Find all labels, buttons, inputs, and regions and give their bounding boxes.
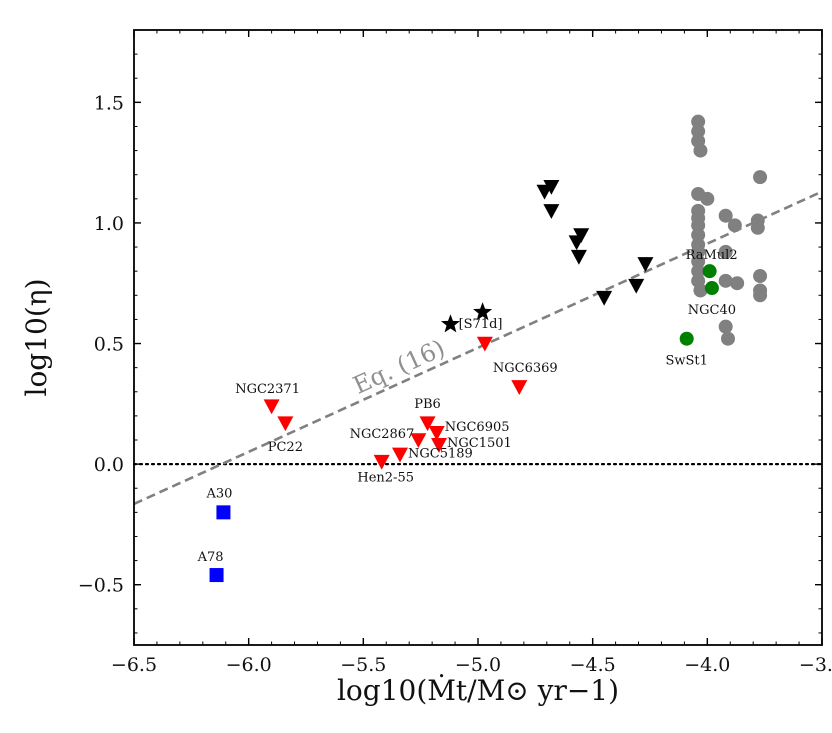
x-tick-label: −6.5 (111, 654, 157, 676)
point-label: Hen2-55 (357, 471, 414, 486)
data-point-triangle (637, 257, 654, 272)
x-tick-label: −6.0 (226, 654, 272, 676)
data-point-circle (691, 114, 706, 129)
data-point-circle (753, 269, 768, 283)
point-label: NGC5189 (408, 446, 473, 461)
point-label: NGC1501 (447, 436, 512, 451)
data-point-circle (718, 319, 733, 334)
data-point-triangle (263, 399, 280, 415)
data-point-circle (750, 220, 765, 235)
data-point-triangle (543, 179, 560, 195)
data-point-triangle (428, 425, 445, 441)
data-point-circle (679, 331, 694, 346)
data-point-triangle (543, 204, 560, 219)
point-label: RaMul2 (686, 248, 738, 263)
data-point-circle (730, 276, 745, 291)
point-labels: Eq. (16)NGC2371PC22NGC6369PB6NGC6905NGC2… (197, 248, 738, 565)
y-tick-label: 0.5 (94, 334, 124, 356)
point-label: NGC40 (688, 303, 736, 318)
data-point-triangle (573, 228, 590, 243)
y-tick-label: 0.0 (94, 454, 124, 476)
data-point-circle (704, 281, 719, 296)
data-point-triangle (570, 249, 587, 265)
data-point-triangle (476, 336, 493, 352)
point-label: SwSt1 (665, 354, 707, 369)
point-label: A78 (197, 550, 224, 565)
x-axis-title: log10(Ṁt/M⊙ yr−1) (337, 674, 619, 707)
data-point-circle (691, 228, 706, 242)
point-label: NGC2371 (235, 382, 300, 397)
data-point-triangle (511, 380, 528, 395)
data-marks (209, 114, 768, 583)
data-point-triangle (410, 433, 427, 448)
point-label: NGC6369 (493, 361, 558, 376)
point-label: A30 (205, 486, 232, 501)
x-tick-label: −3.5 (799, 654, 832, 676)
data-point-circle (693, 143, 708, 158)
x-tick-label: −4.5 (570, 654, 616, 676)
point-label: [S71d] (459, 317, 503, 332)
data-point-triangle (277, 416, 294, 432)
data-point-triangle (373, 454, 390, 470)
data-point-circle (702, 264, 717, 279)
data-point-circle (718, 244, 733, 259)
x-tick-label: −5.0 (455, 654, 501, 676)
data-point-circle (718, 208, 733, 223)
y-axis-title: log10(η) (20, 279, 53, 397)
data-point-circle (691, 244, 706, 259)
data-point-circle (691, 218, 706, 233)
data-point-circle (693, 283, 708, 298)
data-point-circle (727, 218, 742, 233)
x-tick-label: −5.5 (340, 654, 386, 676)
data-point-triangle (419, 416, 436, 432)
data-point-square (209, 568, 224, 583)
point-label: PB6 (414, 397, 441, 412)
data-point-circle (718, 273, 733, 288)
data-point-triangle (628, 278, 645, 294)
y-tick-label: 1.5 (94, 92, 124, 114)
data-point-circle (720, 331, 735, 346)
reference-lines (132, 190, 824, 506)
data-point-triangle (431, 438, 448, 453)
x-tick-label: −4.0 (684, 654, 730, 676)
data-point-circle (691, 124, 706, 139)
point-label: PC22 (268, 440, 303, 455)
point-label: NGC2867 (350, 427, 415, 442)
data-point-star (473, 302, 493, 321)
y-tick-label: −0.5 (78, 575, 124, 597)
data-point-circle (753, 170, 768, 185)
data-point-star (440, 314, 460, 333)
data-point-triangle (392, 447, 409, 463)
fit-line-eq16 (133, 190, 823, 506)
point-label: NGC6905 (445, 420, 510, 435)
y-tick-label: 1.0 (94, 213, 124, 235)
data-point-circle (753, 288, 768, 303)
data-point-square (216, 505, 231, 520)
data-point-circle (691, 254, 706, 269)
data-point-circle (691, 264, 706, 279)
data-point-circle (700, 191, 715, 206)
axis-ticks: −6.5 −6.0 −5.5 −5.0 −4.5 −4.0 −3.5 −0.5 0.0 0.5 1.… (78, 30, 832, 676)
data-point-triangle (596, 290, 613, 306)
